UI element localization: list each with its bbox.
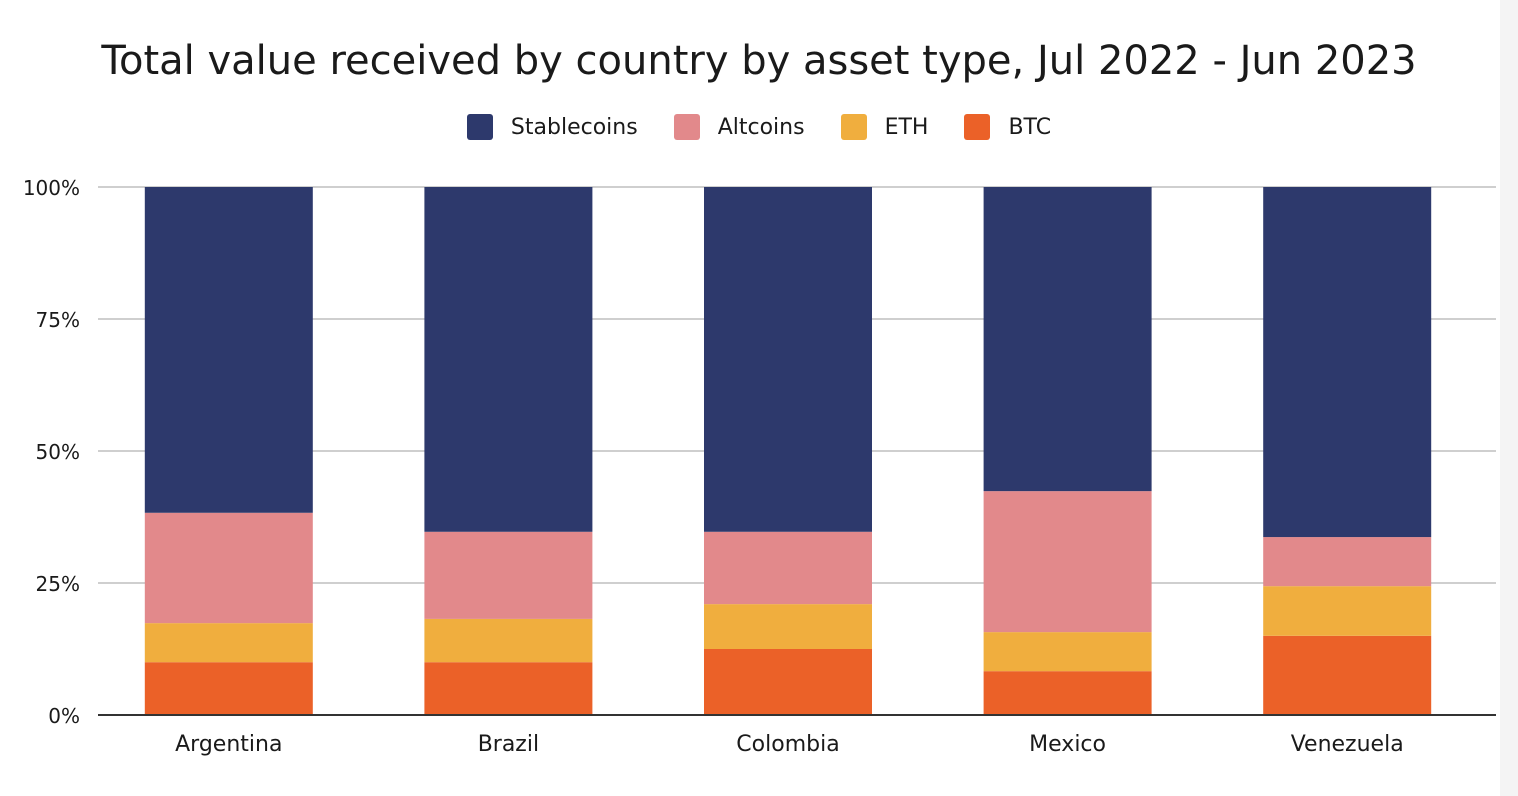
legend-label: BTC xyxy=(1008,114,1052,140)
bar-btc xyxy=(144,662,313,715)
bar-stablecoins xyxy=(424,187,593,532)
bar-btc xyxy=(424,662,593,715)
bar-eth xyxy=(424,618,593,663)
legend-item: Altcoins xyxy=(673,114,805,140)
bar-stablecoins xyxy=(704,187,872,532)
legend-label: Altcoins xyxy=(717,114,805,140)
bar-eth xyxy=(144,623,313,663)
legend-swatch xyxy=(673,114,700,140)
legend-label: ETH xyxy=(884,114,929,140)
x-tick-label: Mexico xyxy=(1029,732,1106,757)
legend: Stablecoins Altcoins ETH BTC xyxy=(0,114,1518,140)
x-tick-label: Brazil xyxy=(478,732,539,757)
bar-btc xyxy=(704,649,872,715)
bar-btc xyxy=(1263,635,1432,715)
bar-altcoins xyxy=(424,531,593,619)
y-tick-label: 0% xyxy=(48,704,80,728)
bar-eth xyxy=(983,632,1152,672)
bar-altcoins xyxy=(1263,537,1432,587)
bar-stablecoins xyxy=(1263,187,1432,538)
bar-altcoins xyxy=(983,491,1152,633)
legend-item: ETH xyxy=(840,114,929,140)
legend-swatch xyxy=(964,114,991,140)
legend-item: Stablecoins xyxy=(466,114,638,140)
x-tick-label: Colombia xyxy=(736,732,839,757)
bar-altcoins xyxy=(144,512,313,624)
legend-item: BTC xyxy=(964,114,1051,140)
x-tick-label: Argentina xyxy=(175,732,282,757)
legend-swatch xyxy=(466,114,493,140)
y-tick-label: 50% xyxy=(36,440,80,464)
chart-title: Total value received by country by asset… xyxy=(101,38,1417,84)
y-tick-label: 100% xyxy=(23,176,80,200)
bar-altcoins xyxy=(704,531,872,605)
bar-stablecoins xyxy=(983,187,1152,492)
bar-stablecoins xyxy=(144,187,313,513)
legend-swatch xyxy=(840,114,867,140)
x-tick-label: Venezuela xyxy=(1291,732,1404,757)
scroll-edge xyxy=(1500,0,1518,796)
legend-label: Stablecoins xyxy=(510,114,638,140)
y-tick-label: 25% xyxy=(36,572,80,596)
bar-btc xyxy=(983,671,1152,715)
bar-eth xyxy=(704,604,872,649)
y-tick-label: 75% xyxy=(36,308,80,332)
bar-eth xyxy=(1263,586,1432,636)
